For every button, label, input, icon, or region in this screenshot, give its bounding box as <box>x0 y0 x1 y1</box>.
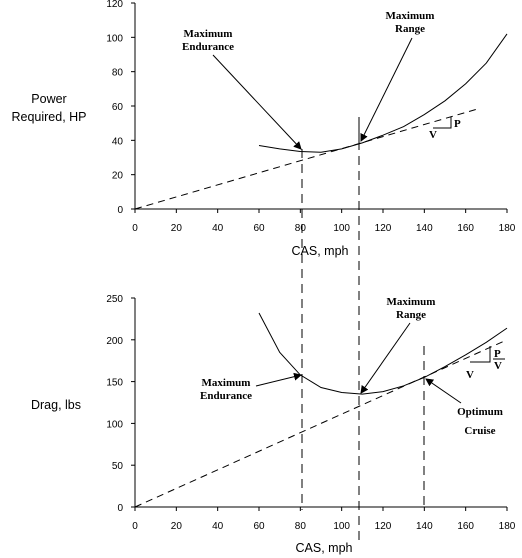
x-tick-label: 60 <box>253 521 265 532</box>
optimum-cruise-arrow <box>425 378 462 404</box>
max-range-label-line2: Range <box>396 309 426 321</box>
max-range-label-line1: Maximum <box>386 10 435 22</box>
y-tick-label: 150 <box>106 378 123 389</box>
slope-triangle <box>433 117 452 129</box>
x-tick-label: 0 <box>132 223 138 234</box>
x-axis-title: CAS, mph <box>296 541 353 555</box>
x-tick-label: 120 <box>375 521 392 532</box>
x-tick-label: 100 <box>333 223 350 234</box>
y-tick-label: 20 <box>112 171 124 182</box>
slope-v-label: V <box>466 369 474 381</box>
y-tick-label: 200 <box>106 336 123 347</box>
x-tick-label: 20 <box>171 521 183 532</box>
x-tick-label: 160 <box>457 223 474 234</box>
x-tick-label: 180 <box>499 223 516 234</box>
y-tick-label: 80 <box>112 68 124 79</box>
max-range-arrow <box>360 322 411 394</box>
x-tick-label: 80 <box>295 223 307 234</box>
tangent-line <box>134 108 477 210</box>
x-tick-label: 40 <box>212 223 224 234</box>
x-tick-label: 80 <box>295 521 307 532</box>
y-tick-label: 60 <box>112 102 124 113</box>
max-endurance-label-line1: Maximum <box>202 377 251 389</box>
x-tick-label: 120 <box>375 223 392 234</box>
y-axis-title-line1: Power <box>31 92 66 106</box>
power-required-chart: 0 20 40 60 80 100 120 140 160 180 0 20 40 60 80 100 120… <box>11 0 515 258</box>
x-tick-label: 140 <box>416 223 433 234</box>
tangent-line <box>134 339 508 508</box>
slope-v-label-small: V <box>494 360 502 372</box>
optimum-cruise-label-line2: Cruise <box>464 425 495 437</box>
y-tick-label: 40 <box>112 136 124 147</box>
x-tick-label: 140 <box>416 521 433 532</box>
y-tick-label: 250 <box>106 294 123 305</box>
x-axis-title: CAS, mph <box>292 244 349 258</box>
slope-p-label: P <box>494 348 501 360</box>
x-tick-label: 0 <box>132 521 138 532</box>
x-tick-label: 60 <box>253 223 265 234</box>
y-tick-label: 0 <box>117 503 123 514</box>
x-tick-label: 180 <box>499 521 516 532</box>
max-range-arrow <box>360 37 413 142</box>
max-endurance-arrow <box>255 372 302 387</box>
x-tick-label: 40 <box>212 521 224 532</box>
max-range-label-line1: Maximum <box>387 296 436 308</box>
max-endurance-arrow <box>212 54 302 150</box>
x-tick-label: 100 <box>333 521 350 532</box>
y-tick-label: 100 <box>106 33 123 44</box>
drag-chart: 0 20 40 60 80 100 120 140 160 180 0 50 100 150 200 250… <box>31 294 516 555</box>
max-endurance-label-line1: Maximum <box>184 28 233 40</box>
slope-triangle <box>470 346 491 363</box>
y-tick-label: 120 <box>106 0 123 10</box>
max-endurance-label-line2: Endurance <box>182 41 234 53</box>
max-range-label-line2: Range <box>395 23 425 35</box>
y-axis-title: Drag, lbs <box>31 398 81 412</box>
y-tick-label: 0 <box>117 205 123 216</box>
y-tick-label: 50 <box>112 461 124 472</box>
x-tick-label: 160 <box>457 521 474 532</box>
optimum-cruise-label-line1: Optimum <box>457 406 503 418</box>
slope-v-label: V <box>429 129 437 141</box>
slope-p-label: P <box>454 118 461 130</box>
drag-curve <box>258 312 508 395</box>
x-tick-label: 20 <box>171 223 183 234</box>
y-axis-title-line2: Required, HP <box>11 110 86 124</box>
y-tick-label: 100 <box>106 419 123 430</box>
max-endurance-label-line2: Endurance <box>200 390 252 402</box>
power-curve <box>258 33 508 153</box>
